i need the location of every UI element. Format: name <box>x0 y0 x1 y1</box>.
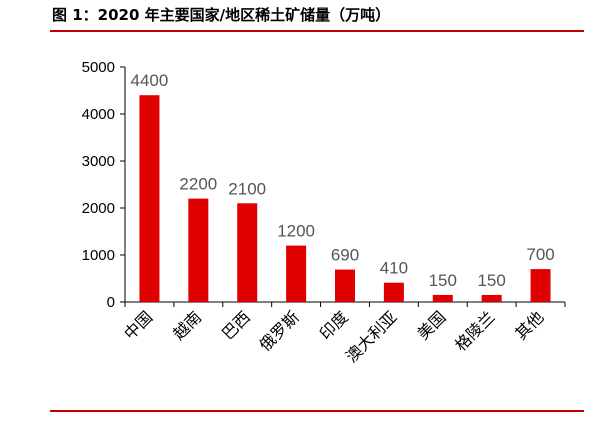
data-label: 1200 <box>277 222 315 241</box>
figure-title: 图 1：2020 年主要国家/地区稀土矿储量（万吨） <box>52 6 391 24</box>
data-label: 150 <box>429 271 457 290</box>
y-tick-label: 3000 <box>82 153 115 170</box>
bar-series <box>139 95 551 302</box>
category-label: 其他 <box>511 307 547 343</box>
category-label: 美国 <box>414 307 450 343</box>
footer-rule <box>50 410 584 412</box>
category-label: 巴西 <box>218 307 254 343</box>
y-tick-label: 2000 <box>82 200 115 217</box>
category-label: 中国 <box>120 307 156 343</box>
bar <box>286 245 307 302</box>
bar <box>530 269 551 302</box>
bar <box>432 294 453 302</box>
data-label: 4400 <box>131 71 169 90</box>
category-label: 俄罗斯 <box>256 307 303 354</box>
y-axis: 0 1000 2000 3000 4000 5000 <box>82 59 126 311</box>
y-tick-label: 4000 <box>82 106 115 123</box>
data-label: 410 <box>380 259 408 278</box>
bar <box>383 282 404 302</box>
data-labels: 4400 2200 2100 1200 690 410 150 150 700 <box>131 71 555 290</box>
bar <box>335 269 355 302</box>
x-axis <box>124 301 566 307</box>
bar <box>237 203 258 302</box>
y-tick-label: 1000 <box>82 247 115 264</box>
data-label: 2100 <box>228 179 266 198</box>
bar <box>481 294 502 302</box>
data-label: 150 <box>477 271 505 290</box>
category-label: 印度 <box>316 307 352 343</box>
title-rule <box>50 30 584 32</box>
category-label: 越南 <box>169 307 205 343</box>
data-label: 700 <box>526 245 554 264</box>
category-label: 澳大利亚 <box>342 307 401 366</box>
category-label: 格陵兰 <box>451 307 498 354</box>
data-label: 2200 <box>179 175 217 194</box>
y-tick-label: 5000 <box>82 59 115 76</box>
data-label: 690 <box>331 246 359 265</box>
y-tick-label: 0 <box>107 294 115 311</box>
bar <box>188 198 209 302</box>
bar <box>139 95 160 302</box>
